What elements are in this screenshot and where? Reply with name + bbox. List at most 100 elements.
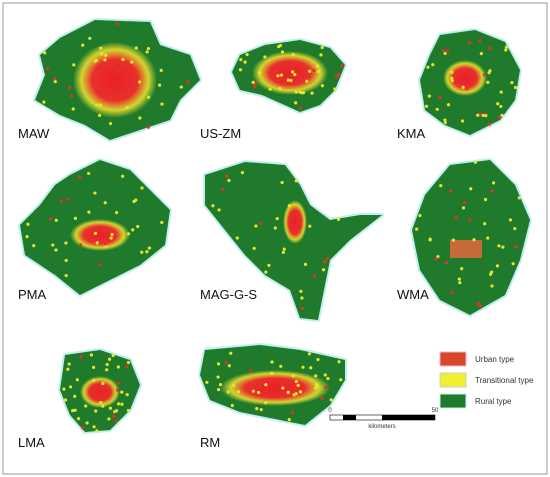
cell-dot xyxy=(112,414,116,418)
cell-dot xyxy=(450,70,454,74)
cell-dot xyxy=(217,208,221,212)
cell-dot xyxy=(264,401,268,405)
cell-dot xyxy=(100,52,104,56)
cell-dot xyxy=(26,222,30,226)
cell-dot xyxy=(443,118,447,122)
cell-dot xyxy=(473,160,477,164)
region-shape xyxy=(410,158,532,317)
cell-dot xyxy=(54,248,58,252)
cell-dot xyxy=(496,102,500,106)
cell-dot xyxy=(458,281,462,285)
cell-dot xyxy=(48,217,53,221)
cell-dot xyxy=(486,236,490,240)
cell-dot xyxy=(292,393,296,397)
cell-dot xyxy=(436,254,440,259)
cell-dot xyxy=(279,73,284,77)
cell-dot xyxy=(160,220,164,225)
cell-dot xyxy=(273,226,277,230)
legend: Urban type Transitional type Rural type xyxy=(439,351,534,409)
cell-dot xyxy=(337,360,341,364)
cell-dot xyxy=(329,398,333,402)
cell-dot xyxy=(468,218,472,222)
urban-zone xyxy=(80,376,120,408)
cell-dot xyxy=(235,236,239,240)
cell-dot xyxy=(482,73,486,77)
cell-dot xyxy=(205,380,209,384)
cell-dot xyxy=(107,357,112,361)
cell-dot xyxy=(227,178,231,183)
cell-dot xyxy=(120,390,124,394)
cell-dot xyxy=(326,376,330,381)
cell-dot xyxy=(499,104,503,109)
cell-dot xyxy=(291,52,295,57)
cell-dot xyxy=(479,52,483,56)
legend-swatch xyxy=(439,351,467,367)
cell-dot xyxy=(88,36,92,40)
cell-dot xyxy=(146,46,151,51)
cell-dot xyxy=(76,416,81,421)
cell-dot xyxy=(116,365,120,369)
cell-dot xyxy=(316,69,320,74)
cell-dot xyxy=(116,388,120,392)
cell-dot xyxy=(131,228,135,232)
cell-dot xyxy=(340,64,344,68)
cell-dot xyxy=(114,409,119,413)
cell-dot xyxy=(216,362,221,366)
cell-dot xyxy=(126,360,131,365)
cell-dot xyxy=(488,69,492,73)
cell-dot xyxy=(252,246,256,250)
cell-dot xyxy=(231,383,236,388)
cell-dot xyxy=(267,263,271,268)
legend-swatch xyxy=(439,372,467,388)
cell-dot xyxy=(451,238,455,242)
cell-dot xyxy=(243,60,247,64)
cell-dot xyxy=(489,272,493,276)
cell-dot xyxy=(499,90,503,94)
cell-dot xyxy=(510,80,514,85)
cell-dot xyxy=(43,51,47,55)
cell-dot xyxy=(448,189,453,193)
cell-dot xyxy=(490,189,494,193)
legend-swatch xyxy=(439,393,467,409)
cell-dot xyxy=(282,247,286,251)
cell-dot xyxy=(312,274,317,278)
region-label: MAG-G-S xyxy=(200,287,257,302)
cell-dot xyxy=(320,396,324,401)
cell-dot xyxy=(265,388,269,392)
cell-dot xyxy=(98,103,103,107)
region-label: US-ZM xyxy=(200,126,241,141)
cell-dot xyxy=(140,250,144,254)
cell-dot xyxy=(284,394,288,398)
cell-dot xyxy=(64,258,68,263)
cell-dot xyxy=(483,222,487,226)
cell-dot xyxy=(334,75,339,79)
scale-unit: kilometers xyxy=(368,424,395,430)
cell-dot xyxy=(115,210,119,215)
cell-dot xyxy=(281,386,285,390)
cell-dot xyxy=(289,78,293,83)
cell-dot xyxy=(323,260,327,264)
cell-dot xyxy=(25,235,29,239)
cell-dot xyxy=(116,381,121,385)
cell-dot xyxy=(478,304,482,308)
cell-dot xyxy=(81,43,85,47)
cell-dot xyxy=(504,45,508,49)
cell-dot xyxy=(294,179,298,183)
cell-dot xyxy=(450,76,454,80)
cell-dot xyxy=(130,60,134,64)
cell-dot xyxy=(145,250,149,254)
cell-dot xyxy=(300,296,304,300)
cell-dot xyxy=(486,80,490,84)
cell-dot xyxy=(97,113,102,117)
cell-dot xyxy=(303,262,308,266)
cell-dot xyxy=(185,80,190,84)
cell-dot xyxy=(504,48,508,52)
cell-dot xyxy=(517,196,521,200)
region-label: RM xyxy=(200,435,220,450)
cell-dot xyxy=(101,381,105,386)
cell-dot xyxy=(319,53,323,57)
cell-dot xyxy=(78,175,82,179)
region-label: LMA xyxy=(18,435,45,450)
cell-dot xyxy=(278,86,282,91)
